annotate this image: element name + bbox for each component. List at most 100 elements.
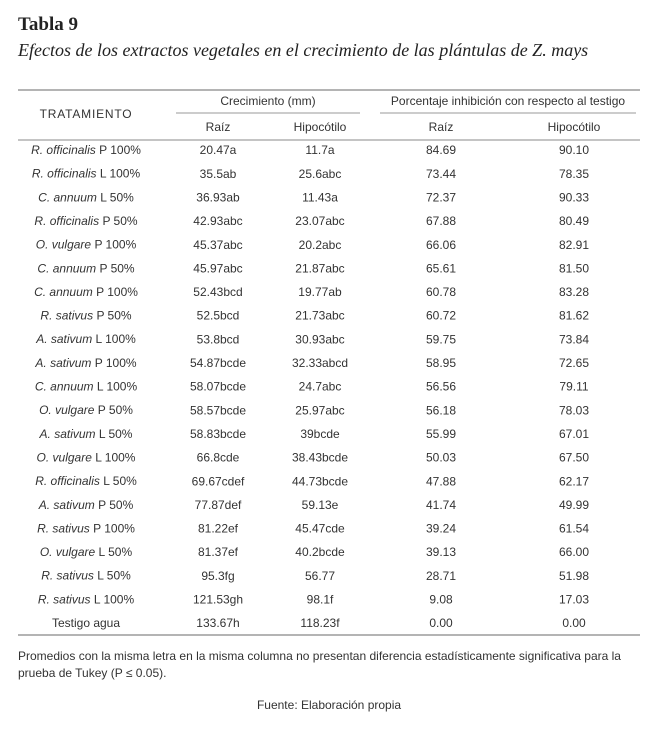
column-subheader: Raíz [206, 120, 231, 134]
cell: 25.6abc [299, 167, 342, 181]
cell: 67.01 [559, 427, 589, 441]
dose: P 100% [95, 356, 137, 370]
treatment: C. annuum L 100% [35, 380, 138, 394]
treatment: Testigo agua [52, 616, 120, 630]
cell: 78.03 [559, 403, 589, 417]
cell: 36.93ab [196, 190, 240, 204]
cell: 118.23f [300, 616, 340, 630]
species: C. annuum [37, 261, 96, 275]
dose: P 50% [102, 214, 137, 228]
species: A. sativum [38, 498, 95, 512]
group-header: Crecimiento (mm) [220, 94, 315, 108]
cell: 58.83bcde [190, 427, 246, 441]
note: Promedios con la misma letra en la misma… [18, 649, 621, 680]
cell: 56.77 [305, 569, 335, 583]
treatment: C. annuum P 100% [34, 285, 138, 299]
cell: 72.65 [559, 356, 589, 370]
dose: L 50% [99, 427, 133, 441]
cell: 45.47cde [295, 522, 345, 536]
cell: 39.13 [426, 545, 456, 559]
cell: 21.73abc [295, 309, 344, 323]
dose: P 50% [99, 261, 134, 275]
cell: 77.87def [195, 498, 242, 512]
cell: 19.77ab [298, 285, 342, 299]
cell: 81.37ef [198, 545, 239, 559]
dose: P 100% [94, 238, 136, 252]
species: C. annuum [34, 285, 93, 299]
cell: 95.3fg [201, 569, 234, 583]
cell: 20.47a [200, 143, 237, 157]
cell: 0.00 [562, 616, 586, 630]
treatment: C. annuum L 50% [38, 190, 134, 204]
treatment: A. sativum L 100% [35, 332, 136, 346]
dose: L 100% [95, 451, 136, 465]
column-subheader: Raíz [429, 120, 454, 134]
cell: 24.7abc [299, 380, 342, 394]
cell: 9.08 [429, 593, 453, 607]
treatment: O. vulgare L 50% [40, 545, 133, 559]
dose: P 50% [98, 498, 133, 512]
cell: 84.69 [426, 143, 456, 157]
dose: P 100% [96, 285, 138, 299]
species: A. sativum [35, 332, 92, 346]
cell: 58.57bcde [190, 403, 246, 417]
treatment: R. officinalis P 50% [34, 214, 138, 228]
column-subheader: Hipocótilo [294, 120, 347, 134]
species: C. annuum [38, 190, 97, 204]
cell: 0.00 [429, 616, 453, 630]
column-subheader: Hipocótilo [548, 120, 601, 134]
cell: 52.5bcd [197, 309, 240, 323]
species: O. vulgare [37, 451, 93, 465]
cell: 73.84 [559, 332, 589, 346]
cell: 82.91 [559, 238, 589, 252]
dose: P 50% [96, 309, 131, 323]
treatment: R. officinalis L 100% [32, 167, 141, 181]
dose: P 50% [98, 403, 133, 417]
species: R. officinalis [35, 474, 100, 488]
cell: 90.33 [559, 190, 589, 204]
species: C. annuum [35, 380, 94, 394]
species: A. sativum [34, 356, 91, 370]
cell: 39.24 [426, 522, 456, 536]
treatment: O. vulgare L 100% [37, 451, 136, 465]
treatment: C. annuum P 50% [37, 261, 135, 275]
cell: 45.97abc [193, 261, 242, 275]
cell: 78.35 [559, 167, 589, 181]
dose: P 100% [99, 143, 141, 157]
cell: 67.50 [559, 451, 589, 465]
dose: L 100% [96, 332, 137, 346]
species: R. sativus [40, 309, 93, 323]
cell: 51.98 [559, 569, 589, 583]
cell: 56.18 [426, 403, 456, 417]
treatment: R. sativus P 50% [40, 309, 132, 323]
cell: 17.03 [559, 593, 589, 607]
treatment: O. vulgare P 100% [36, 238, 137, 252]
cell: 49.99 [559, 498, 589, 512]
cell: 58.07bcde [190, 380, 246, 394]
treatment: R. officinalis L 50% [35, 474, 137, 488]
dose: L 100% [97, 380, 138, 394]
cell: 79.11 [559, 380, 588, 394]
subtitle: Efectos de los extractos vegetales en el… [18, 40, 589, 60]
cell: 23.07abc [295, 214, 344, 228]
cell: 53.8bcd [197, 332, 240, 346]
cell: 66.06 [426, 238, 456, 252]
cell: 41.74 [426, 498, 456, 512]
dose: L 100% [100, 167, 141, 181]
species: O. vulgare [36, 238, 92, 252]
dose: P 100% [93, 522, 135, 536]
cell: 35.5ab [200, 167, 237, 181]
cell: 44.73bcde [292, 474, 348, 488]
cell: 98.1f [307, 593, 334, 607]
cell: 83.28 [559, 285, 589, 299]
column-header: TRATAMIENTO [40, 107, 133, 121]
cell: 58.95 [426, 356, 456, 370]
cell: 69.67cdef [192, 474, 245, 488]
cell: 39bcde [300, 427, 340, 441]
species: O. vulgare [39, 403, 95, 417]
title: Tabla 9 [18, 14, 79, 35]
cell: 42.93abc [193, 214, 242, 228]
dose: L 50% [103, 474, 137, 488]
cell: 59.13e [302, 498, 339, 512]
species: R. sativus [41, 569, 94, 583]
